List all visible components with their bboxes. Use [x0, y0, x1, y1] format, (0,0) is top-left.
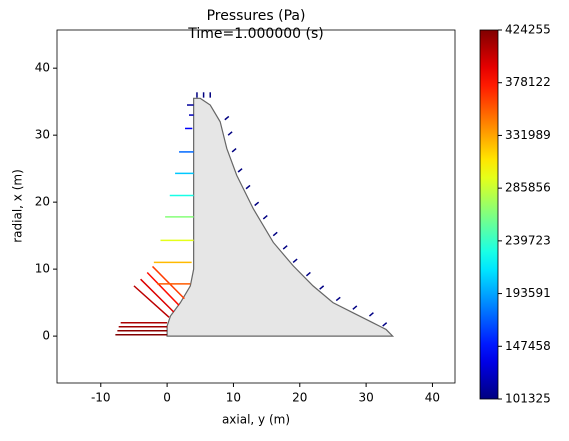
x-tick-label: 40	[425, 391, 440, 405]
y-tick-label: 10	[35, 262, 50, 276]
pressure-load	[133, 285, 170, 318]
y-tick-label: 40	[35, 61, 50, 75]
pressure-load	[352, 305, 358, 310]
y-tick-label: 0	[42, 329, 50, 343]
x-axis-label: axial, y (m)	[222, 413, 290, 427]
x-tick-label: 0	[163, 391, 171, 405]
pressure-load	[140, 278, 175, 313]
colorbar-tick-label: 147458	[505, 339, 551, 353]
pressure-load	[262, 214, 268, 220]
x-tick-label: 30	[358, 391, 373, 405]
x-tick-label: 20	[292, 391, 307, 405]
pressure-load	[237, 168, 243, 173]
pressure-load	[227, 131, 233, 136]
pressure-load	[231, 147, 237, 153]
chart-subtitle: Time=1.000000 (s)	[187, 26, 323, 42]
colorbar-tick-label: 424255	[505, 23, 551, 37]
x-tick-label: -10	[91, 391, 111, 405]
x-tick-label: 10	[226, 391, 241, 405]
colorbar	[479, 29, 499, 400]
colorbar-tick-label: 239723	[505, 233, 551, 247]
domain	[166, 97, 395, 337]
pressure-load	[224, 115, 230, 121]
pressure-load	[151, 265, 185, 300]
pressure-load	[245, 184, 251, 190]
y-axis-label: radial, x (m)	[11, 169, 25, 243]
pressure-load	[305, 271, 311, 277]
y-tick-label: 30	[35, 128, 50, 142]
pressure-load	[335, 296, 341, 302]
colorbar-tick-label: 101325	[505, 392, 551, 406]
plot-frame	[56, 29, 456, 384]
pressure-load	[292, 258, 298, 264]
pressure-load	[254, 201, 260, 207]
pressure-load	[272, 231, 278, 237]
pressure-load	[319, 285, 325, 290]
colorbar-tick-label: 331989	[505, 128, 551, 142]
chart-title: Pressures (Pa)	[207, 8, 306, 24]
y-tick-label: 20	[35, 195, 50, 209]
colorbar-tick-label: 193591	[505, 286, 551, 300]
pressure-load	[382, 322, 388, 327]
pressure-load	[146, 271, 180, 306]
colorbar-tick-label: 378122	[505, 75, 551, 89]
pressure-load	[368, 312, 374, 317]
colorbar-tick-label: 285856	[505, 181, 551, 195]
pressure-load	[282, 245, 288, 250]
